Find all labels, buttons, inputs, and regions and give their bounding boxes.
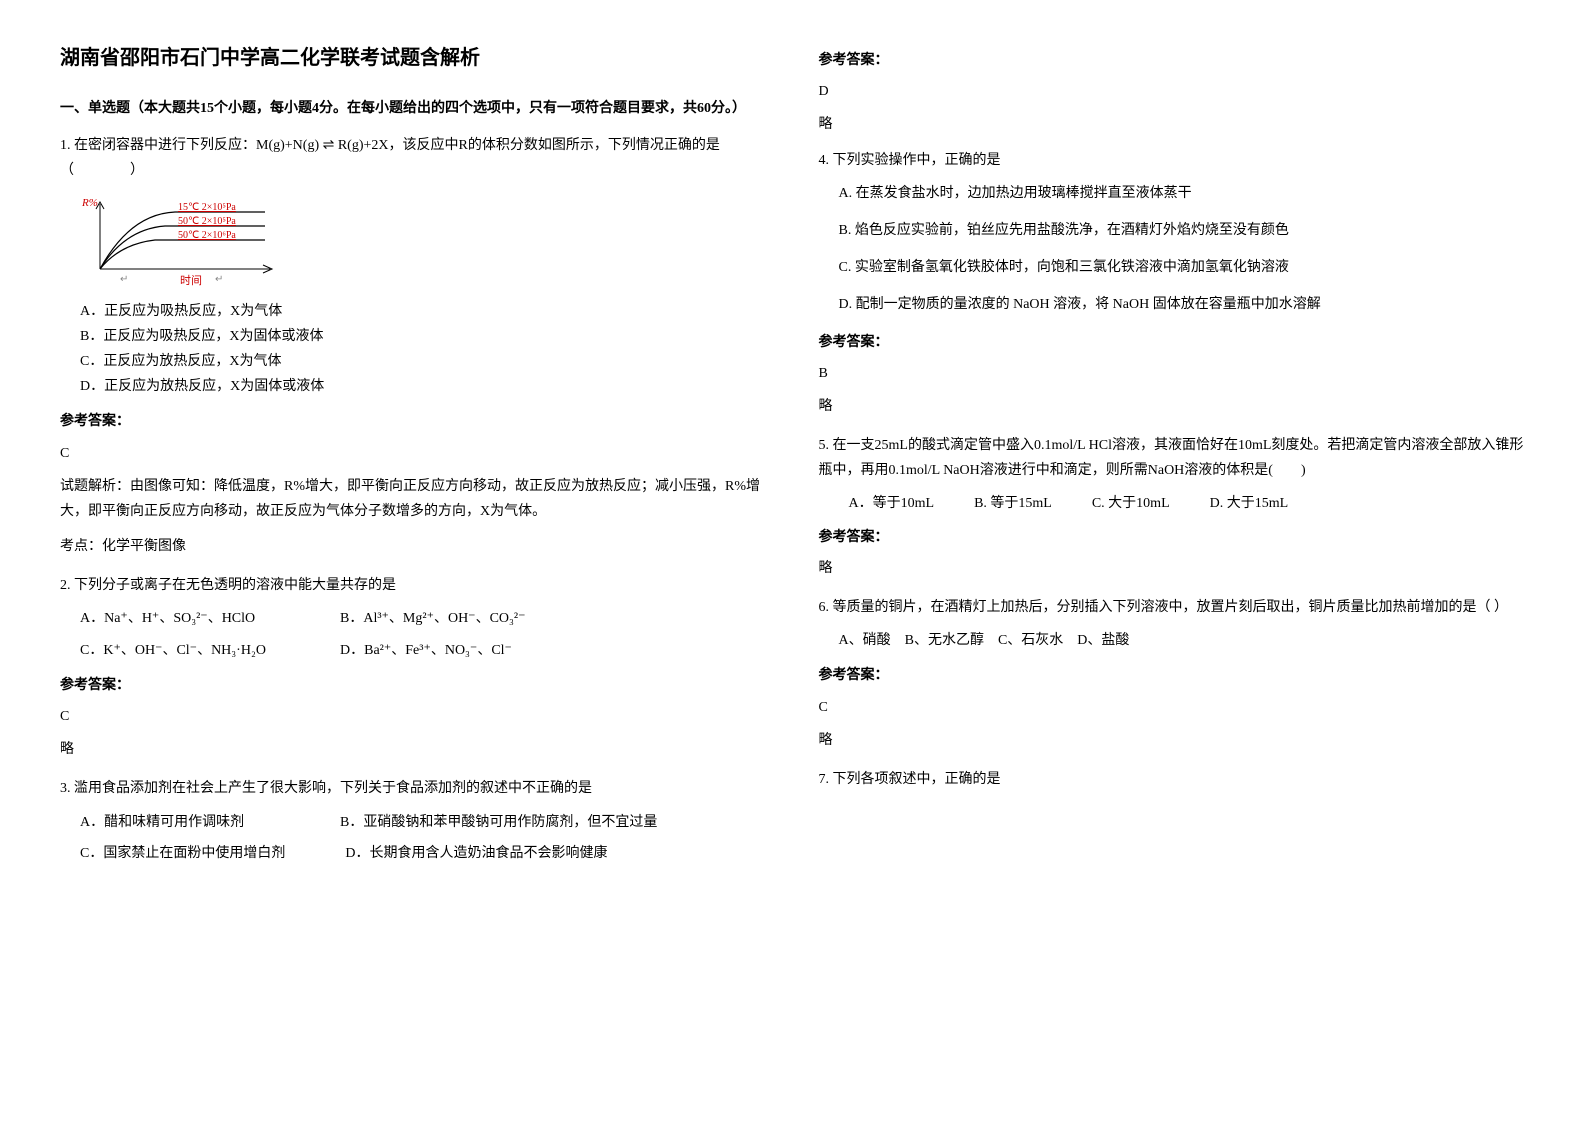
q3-option-c: C．国家禁止在面粉中使用增白剂 bbox=[80, 841, 285, 866]
q3-answer: D bbox=[819, 79, 1528, 104]
q3-option-d: D．长期食用含人造奶油食品不会影响健康 bbox=[345, 841, 607, 866]
svg-text:15℃ 2×10⁵Pa: 15℃ 2×10⁵Pa bbox=[178, 202, 236, 213]
q4-option-b: B. 焰色反应实验前，铂丝应先用盐酸洗净，在酒精灯外焰灼烧至没有颜色 bbox=[839, 218, 1528, 243]
q3-text: 3. 滥用食品添加剂在社会上产生了很大影响，下列关于食品添加剂的叙述中不正确的是 bbox=[60, 776, 769, 801]
q2-option-a: A．Na⁺、H⁺、SO₃²⁻、HClO bbox=[80, 606, 280, 631]
q6-text: 6. 等质量的铜片，在酒精灯上加热后，分别插入下列溶液中，放置片刻后取出，铜片质… bbox=[819, 595, 1528, 620]
q5-option-c: C. 大于10mL bbox=[1092, 491, 1170, 516]
q3-option-b: B．亚硝酸钠和苯甲酸钠可用作防腐剂，但不宜过量 bbox=[340, 810, 657, 835]
q1-option-c: C．正反应为放热反应，X为气体 bbox=[80, 349, 769, 374]
q1-answer-label: 参考答案： bbox=[60, 409, 769, 434]
q4-option-c: C. 实验室制备氢氧化铁胶体时，向饱和三氯化铁溶液中滴加氢氧化钠溶液 bbox=[839, 255, 1528, 280]
section-heading: 一、单选题（本大题共15个小题，每小题4分。在每小题给出的四个选项中，只有一项符… bbox=[60, 96, 769, 121]
question-5: 5. 在一支25mL的酸式滴定管中盛入0.1mol/L HCl溶液，其液面恰好在… bbox=[819, 433, 1528, 581]
question-2: 2. 下列分子或离子在无色透明的溶液中能大量共存的是 A．Na⁺、H⁺、SO₃²… bbox=[60, 573, 769, 762]
q3-omit: 略 bbox=[819, 112, 1528, 137]
q4-option-d: D. 配制一定物质的量浓度的 NaOH 溶液，将 NaOH 固体放在容量瓶中加水… bbox=[839, 292, 1528, 317]
q1-answer: C bbox=[60, 441, 769, 466]
q2-option-b: B．Al³⁺、Mg²⁺、OH⁻、CO₃²⁻ bbox=[340, 606, 540, 631]
q1-text: 1. 在密闭容器中进行下列反应：M(g)+N(g) ⇌ R(g)+2X，该反应中… bbox=[60, 133, 769, 183]
q4-omit: 略 bbox=[819, 394, 1528, 419]
page-title: 湖南省邵阳市石门中学高二化学联考试题含解析 bbox=[60, 40, 769, 76]
q6-answer: C bbox=[819, 695, 1528, 720]
q2-option-c: C．K⁺、OH⁻、Cl⁻、NH₃·H₂O bbox=[80, 638, 280, 663]
q1-chart: R% 15℃ 2×10⁵Pa 50℃ 2×10⁵Pa 50℃ 2×10⁶Pa 时… bbox=[80, 194, 769, 289]
q6-omit: 略 bbox=[819, 728, 1528, 753]
q1-option-a: A．正反应为吸热反应，X为气体 bbox=[80, 299, 769, 324]
q4-answer-label: 参考答案： bbox=[819, 330, 1528, 355]
question-3: 3. 滥用食品添加剂在社会上产生了很大影响，下列关于食品添加剂的叙述中不正确的是… bbox=[60, 776, 769, 866]
q1-option-d: D．正反应为放热反应，X为固体或液体 bbox=[80, 374, 769, 399]
q6-answer-label: 参考答案： bbox=[819, 663, 1528, 688]
q2-answer: C bbox=[60, 704, 769, 729]
svg-text:50℃ 2×10⁶Pa: 50℃ 2×10⁶Pa bbox=[178, 230, 236, 241]
q1-explanation: 试题解析：由图像可知：降低温度，R%增大，即平衡向正反应方向移动，故正反应为放热… bbox=[60, 474, 769, 524]
q5-text: 5. 在一支25mL的酸式滴定管中盛入0.1mol/L HCl溶液，其液面恰好在… bbox=[819, 433, 1528, 483]
q5-answer-label: 参考答案： bbox=[819, 525, 1528, 550]
q2-text: 2. 下列分子或离子在无色透明的溶液中能大量共存的是 bbox=[60, 573, 769, 598]
question-4: 4. 下列实验操作中，正确的是 A. 在蒸发食盐水时，边加热边用玻璃棒搅拌直至液… bbox=[819, 148, 1528, 420]
svg-text:↵: ↵ bbox=[215, 274, 223, 285]
question-6: 6. 等质量的铜片，在酒精灯上加热后，分别插入下列溶液中，放置片刻后取出，铜片质… bbox=[819, 595, 1528, 753]
svg-text:时间: 时间 bbox=[180, 274, 202, 287]
q2-option-d: D．Ba²⁺、Fe³⁺、NO₃⁻、Cl⁻ bbox=[340, 638, 540, 663]
q1-option-b: B．正反应为吸热反应，X为固体或液体 bbox=[80, 324, 769, 349]
q5-option-a: A．等于10mL bbox=[849, 491, 935, 516]
q2-answer-label: 参考答案： bbox=[60, 673, 769, 698]
q5-option-b: B. 等于15mL bbox=[974, 491, 1052, 516]
q4-option-a: A. 在蒸发食盐水时，边加热边用玻璃棒搅拌直至液体蒸干 bbox=[839, 181, 1528, 206]
q4-answer: B bbox=[819, 361, 1528, 386]
q6-options: A、硝酸 B、无水乙醇 C、石灰水 D、盐酸 bbox=[839, 628, 1528, 653]
svg-text:50℃ 2×10⁵Pa: 50℃ 2×10⁵Pa bbox=[178, 216, 236, 227]
question-7: 7. 下列各项叙述中，正确的是 bbox=[819, 767, 1528, 792]
q3-answer-label: 参考答案： bbox=[819, 48, 1528, 73]
question-1: 1. 在密闭容器中进行下列反应：M(g)+N(g) ⇌ R(g)+2X，该反应中… bbox=[60, 133, 769, 559]
q2-omit: 略 bbox=[60, 737, 769, 762]
q3-option-a: A．醋和味精可用作调味剂 bbox=[80, 810, 280, 835]
q4-text: 4. 下列实验操作中，正确的是 bbox=[819, 148, 1528, 173]
svg-text:R%: R% bbox=[81, 197, 98, 209]
q5-omit: 略 bbox=[819, 556, 1528, 581]
q7-text: 7. 下列各项叙述中，正确的是 bbox=[819, 767, 1528, 792]
svg-text:↵: ↵ bbox=[120, 274, 128, 285]
q1-point: 考点：化学平衡图像 bbox=[60, 534, 769, 559]
q5-option-d: D. 大于15mL bbox=[1210, 491, 1289, 516]
chart-svg: R% 15℃ 2×10⁵Pa 50℃ 2×10⁵Pa 50℃ 2×10⁶Pa 时… bbox=[80, 194, 290, 289]
